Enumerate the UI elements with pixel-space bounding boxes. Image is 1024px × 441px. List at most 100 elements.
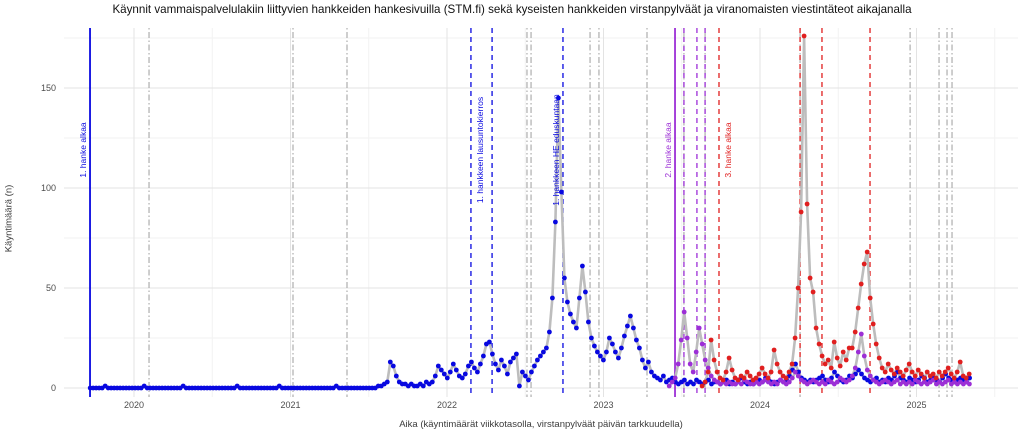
data-point [792, 335, 798, 341]
data-point [538, 353, 543, 359]
data-point [711, 357, 717, 363]
data-point [855, 349, 861, 355]
data-point [819, 353, 825, 359]
data-point [822, 361, 828, 367]
data-point [616, 355, 621, 361]
data-point [693, 349, 699, 355]
data-point [661, 373, 666, 379]
data-point [793, 361, 798, 367]
data-point [951, 375, 957, 381]
data-point [550, 295, 555, 301]
data-point [876, 355, 882, 361]
data-point [699, 341, 705, 347]
data-point [505, 371, 510, 377]
data-point [832, 369, 837, 375]
data-point [820, 373, 825, 379]
data-point [945, 365, 951, 371]
data-point [547, 329, 552, 335]
data-point [798, 209, 804, 215]
data-point [792, 369, 798, 375]
data-point [565, 299, 570, 305]
milestone-labels: 1. hanke alkaa 1. hankkeen lausuntokierro… [78, 94, 733, 206]
data-point [493, 361, 498, 367]
data-point [429, 379, 435, 385]
data-point [726, 355, 732, 361]
data-point [765, 375, 771, 381]
milestone-label: 3. hanke alkaa [723, 122, 733, 178]
data-point [849, 373, 855, 379]
data-point [909, 381, 915, 387]
data-point [649, 369, 654, 375]
data-point [759, 365, 765, 371]
data-point [858, 331, 864, 337]
data-point [967, 375, 972, 381]
x-tick-label: 2023 [593, 400, 613, 410]
data-point [487, 339, 492, 345]
data-point [735, 377, 741, 383]
data-point [867, 295, 873, 301]
data-point [852, 329, 858, 335]
y-tick-label: 50 [46, 283, 56, 293]
data-point [747, 373, 753, 379]
y-tick-label: 0 [51, 383, 56, 393]
data-point [786, 369, 792, 375]
data-point [517, 383, 522, 389]
data-point [859, 371, 864, 377]
data-point [921, 375, 927, 381]
data-point [432, 373, 438, 379]
data-point [675, 361, 681, 367]
data-point [840, 349, 846, 355]
data-point [556, 95, 561, 101]
data-point [771, 347, 777, 353]
data-point [843, 357, 849, 363]
data-point [774, 361, 780, 367]
data-point [967, 381, 972, 387]
data-point [619, 345, 624, 351]
milestone-label: 1. hankkeen lausuntokierros [475, 97, 485, 203]
data-point [613, 349, 618, 355]
data-point [690, 369, 696, 375]
data-point [807, 275, 813, 281]
data-point [789, 375, 795, 381]
data-point [682, 377, 687, 383]
data-point [864, 249, 870, 255]
data-point [888, 367, 894, 373]
data-point [610, 341, 615, 347]
data-point [705, 369, 711, 375]
data-point [523, 373, 528, 379]
data-point [634, 337, 639, 343]
data-point [930, 371, 936, 377]
data-point [849, 345, 855, 351]
data-point [822, 381, 828, 387]
x-tick-label: 2022 [437, 400, 457, 410]
data-point [502, 363, 507, 369]
data-point [702, 357, 708, 363]
data-point [553, 219, 558, 225]
data-point [903, 367, 909, 373]
data-point [387, 359, 393, 365]
data-point [541, 349, 546, 355]
data-point [678, 337, 684, 343]
data-point [795, 285, 801, 291]
data-point [577, 295, 582, 301]
data-point [520, 369, 525, 375]
x-tick-label: 2025 [906, 400, 926, 410]
data-point [481, 353, 486, 359]
data-point [897, 369, 903, 375]
data-point [691, 381, 696, 387]
data-point [804, 201, 810, 207]
data-point [472, 365, 477, 371]
data-point [447, 369, 453, 375]
x-tick-label: 2021 [280, 400, 300, 410]
data-point [861, 261, 867, 267]
data-point [705, 365, 711, 371]
data-point [390, 363, 396, 369]
data-point [702, 379, 708, 385]
data-point [957, 359, 963, 365]
data-point [672, 375, 678, 381]
data-point [894, 365, 900, 371]
data-point [684, 335, 690, 341]
data-point [906, 361, 912, 367]
data-point [708, 373, 714, 379]
